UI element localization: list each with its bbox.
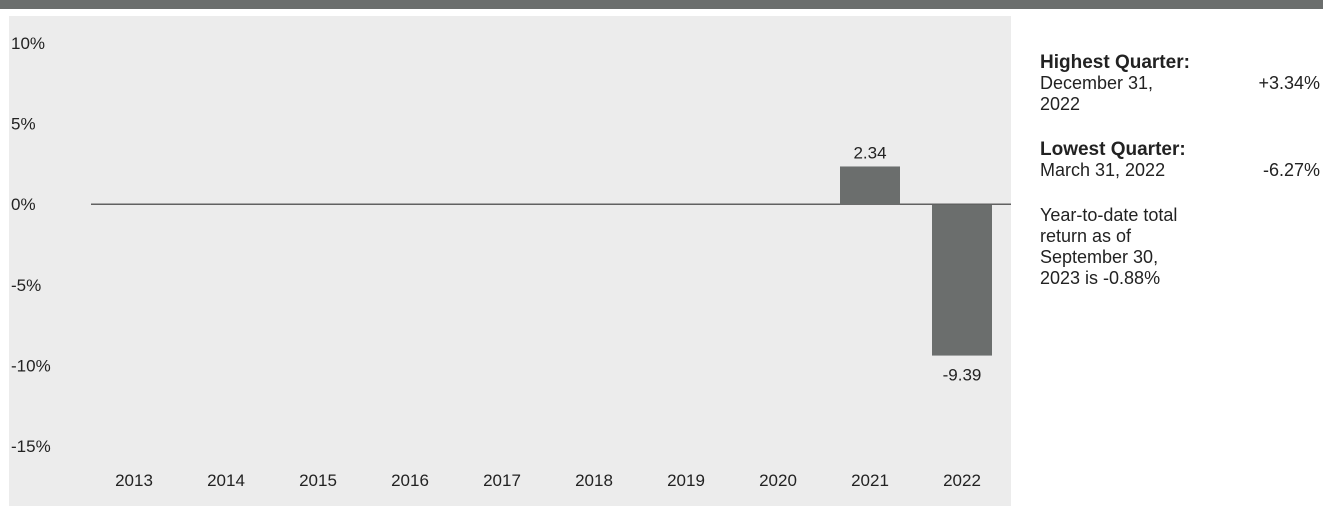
- chart-panel: 10% 5% 0% -5% -10% -15% 2.34 -9.39 2013 2014 201…: [9, 16, 1011, 506]
- lowest-quarter-block: Lowest Quarter: March 31, 2022 -6.27%: [1040, 139, 1320, 181]
- highest-quarter-date: December 31, 2022: [1040, 73, 1154, 114]
- highest-quarter-label: Highest Quarter:: [1040, 52, 1190, 73]
- x-tick-label: 2020: [759, 471, 797, 490]
- highest-quarter-block: Highest Quarter: December 31, 2022 +3.34…: [1040, 52, 1320, 115]
- lowest-quarter-value: -6.27%: [1262, 160, 1320, 180]
- y-tick-label: 10%: [11, 34, 45, 53]
- x-tick-label: 2021: [851, 471, 889, 490]
- x-tick-label: 2015: [299, 471, 337, 490]
- y-tick-label: -15%: [11, 437, 51, 456]
- bar-2022: [932, 204, 992, 356]
- quarter-summary-panel: Highest Quarter: December 31, 2022 +3.34…: [1040, 52, 1320, 289]
- lowest-quarter-label: Lowest Quarter:: [1040, 139, 1186, 160]
- bar-2021: [840, 166, 900, 205]
- x-tick-label: 2014: [207, 471, 245, 490]
- x-tick-label: 2017: [483, 471, 521, 490]
- x-tick-label: 2019: [667, 471, 705, 490]
- top-rule: [0, 0, 1323, 9]
- ytd-return-note: Year-to-date total return as of Septembe…: [1040, 205, 1178, 288]
- x-tick-label: 2016: [391, 471, 429, 490]
- x-tick-label: 2013: [115, 471, 153, 490]
- annual-returns-bar-chart: 10% 5% 0% -5% -10% -15% 2.34 -9.39 2013 2014 201…: [11, 34, 1011, 490]
- y-tick-label: -10%: [11, 356, 51, 375]
- highest-quarter-value: +3.34%: [1258, 73, 1320, 93]
- bar-value-label: -9.39: [943, 366, 982, 385]
- bar-value-label: 2.34: [853, 143, 886, 162]
- y-tick-label: -5%: [11, 276, 41, 295]
- y-tick-label: 5%: [11, 115, 36, 134]
- x-tick-label: 2022: [943, 471, 981, 490]
- x-tick-label: 2018: [575, 471, 613, 490]
- y-tick-label: 0%: [11, 195, 36, 214]
- lowest-quarter-date: March 31, 2022: [1040, 160, 1166, 180]
